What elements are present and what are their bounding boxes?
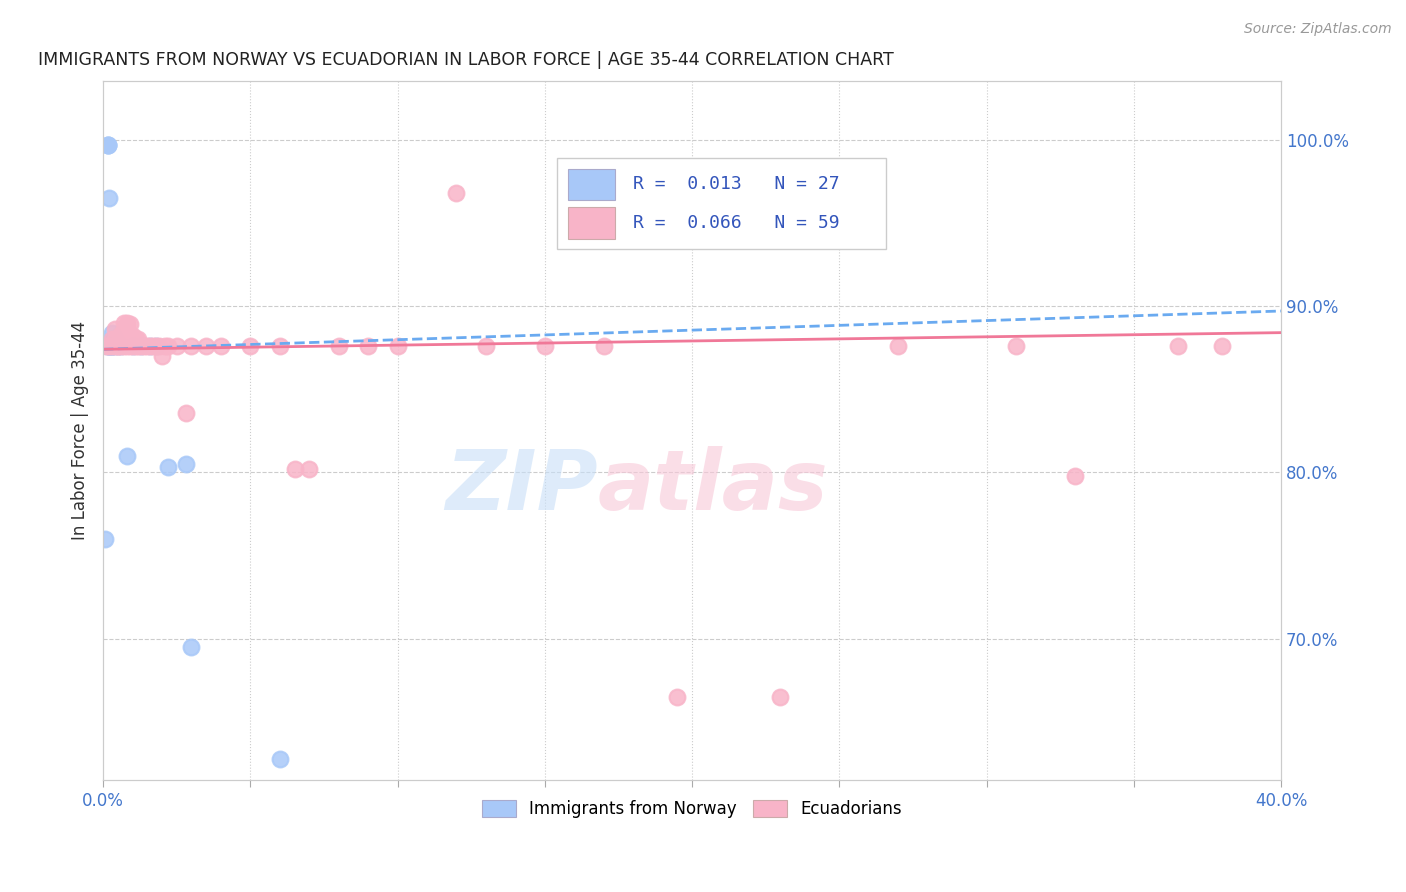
Point <box>1063 468 1085 483</box>
Text: ZIP: ZIP <box>446 446 598 527</box>
Y-axis label: In Labor Force | Age 35-44: In Labor Force | Age 35-44 <box>72 321 89 541</box>
Point <box>101 339 124 353</box>
Point <box>533 339 555 353</box>
Point <box>174 405 197 419</box>
Point <box>98 339 121 353</box>
Point <box>153 339 176 353</box>
Point <box>121 339 143 353</box>
Point <box>104 332 127 346</box>
Point <box>666 690 689 704</box>
Point <box>769 690 792 704</box>
Point <box>145 339 167 353</box>
Point <box>298 462 321 476</box>
Point <box>180 339 202 353</box>
Point <box>107 339 129 353</box>
Point <box>139 339 162 353</box>
Point <box>142 339 165 353</box>
Point <box>115 316 138 330</box>
Point <box>283 462 305 476</box>
Point <box>101 332 124 346</box>
Point <box>96 137 118 152</box>
FancyBboxPatch shape <box>568 169 616 200</box>
Point <box>118 318 141 332</box>
Point <box>156 339 179 353</box>
Point <box>98 339 121 353</box>
Point <box>101 339 124 353</box>
Point <box>166 339 188 353</box>
Point <box>1211 339 1233 353</box>
Point <box>101 339 124 353</box>
Point <box>124 339 146 353</box>
Point <box>107 339 129 353</box>
Point <box>150 349 173 363</box>
Point <box>124 332 146 346</box>
Point <box>127 339 149 353</box>
Point <box>195 339 218 353</box>
Point <box>104 339 127 353</box>
Point <box>127 332 149 346</box>
FancyBboxPatch shape <box>557 158 886 249</box>
Point <box>357 339 380 353</box>
FancyBboxPatch shape <box>568 207 616 239</box>
Point <box>121 329 143 343</box>
Point <box>104 332 127 346</box>
Point <box>328 339 350 353</box>
Point <box>118 332 141 346</box>
Point <box>104 339 127 353</box>
Point <box>112 339 135 353</box>
Point <box>118 339 141 353</box>
Point <box>136 339 159 353</box>
Point <box>209 339 232 353</box>
Point <box>115 339 138 353</box>
Point <box>110 339 132 353</box>
Point <box>131 339 153 353</box>
Point <box>174 457 197 471</box>
Point <box>446 186 468 200</box>
Point <box>1005 339 1028 353</box>
Point <box>387 339 409 353</box>
Point <box>145 339 167 353</box>
Point <box>110 327 132 342</box>
Point <box>239 339 262 353</box>
Point <box>101 339 124 353</box>
Point <box>94 339 117 353</box>
Point <box>94 532 117 546</box>
Text: R =  0.066   N = 59: R = 0.066 N = 59 <box>633 213 839 232</box>
Point <box>98 191 121 205</box>
Point <box>98 339 121 353</box>
Point <box>98 339 121 353</box>
Point <box>139 339 162 353</box>
Point <box>96 339 118 353</box>
Point <box>180 640 202 655</box>
Point <box>104 322 127 336</box>
Point <box>112 316 135 330</box>
Point <box>1167 339 1189 353</box>
Point <box>96 137 118 152</box>
Point <box>121 339 143 353</box>
Point <box>107 339 129 353</box>
Point <box>131 339 153 353</box>
Text: atlas: atlas <box>598 446 828 527</box>
Point <box>156 460 179 475</box>
Point <box>134 339 156 353</box>
Point <box>110 339 132 353</box>
Point <box>887 339 910 353</box>
Point <box>592 339 614 353</box>
Text: IMMIGRANTS FROM NORWAY VS ECUADORIAN IN LABOR FORCE | AGE 35-44 CORRELATION CHAR: IMMIGRANTS FROM NORWAY VS ECUADORIAN IN … <box>38 51 894 69</box>
Point <box>269 339 291 353</box>
Point <box>115 318 138 333</box>
Point <box>112 324 135 338</box>
Point <box>101 326 124 340</box>
Legend: Immigrants from Norway, Ecuadorians: Immigrants from Norway, Ecuadorians <box>475 793 908 824</box>
Point <box>115 449 138 463</box>
Point <box>96 137 118 152</box>
Point <box>101 332 124 346</box>
Point <box>475 339 498 353</box>
Point <box>148 339 170 353</box>
Point <box>269 752 291 766</box>
Text: Source: ZipAtlas.com: Source: ZipAtlas.com <box>1244 22 1392 37</box>
Text: R =  0.013   N = 27: R = 0.013 N = 27 <box>633 175 839 193</box>
